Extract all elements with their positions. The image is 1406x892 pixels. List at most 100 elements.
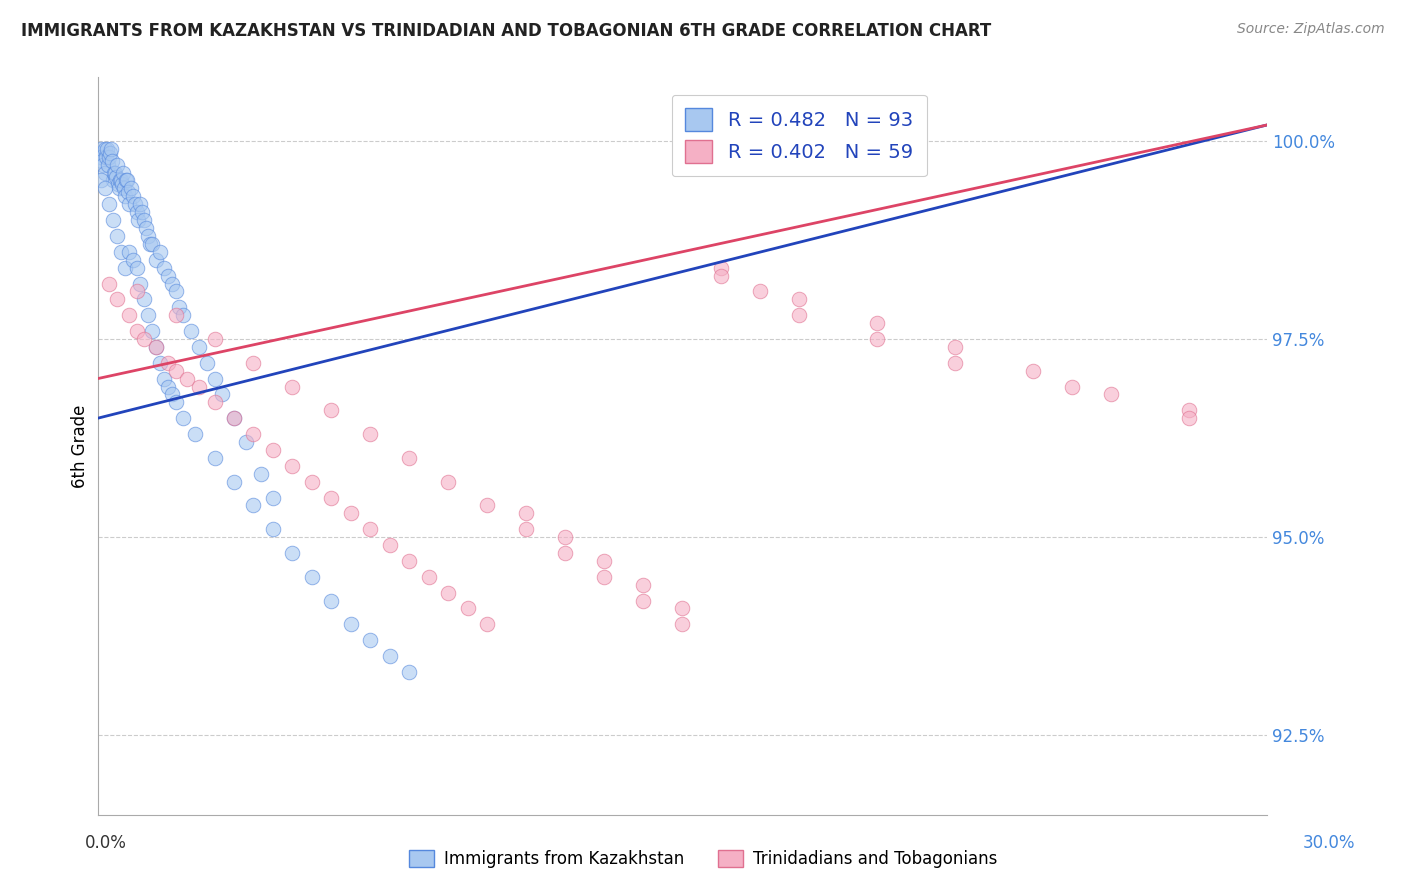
Point bbox=[165, 285, 187, 299]
Point bbox=[184, 427, 207, 442]
Text: 0.0%: 0.0% bbox=[84, 834, 127, 852]
Point bbox=[787, 293, 810, 307]
Point bbox=[477, 499, 499, 513]
Text: IMMIGRANTS FROM KAZAKHSTAN VS TRINIDADIAN AND TOBAGONIAN 6TH GRADE CORRELATION C: IMMIGRANTS FROM KAZAKHSTAN VS TRINIDADIA… bbox=[21, 22, 991, 40]
Point bbox=[101, 173, 124, 187]
Point bbox=[145, 340, 167, 354]
Point bbox=[145, 340, 167, 354]
Point bbox=[120, 181, 142, 195]
Point bbox=[378, 538, 401, 552]
Point bbox=[134, 213, 156, 227]
Point bbox=[105, 229, 128, 244]
Point bbox=[262, 522, 284, 536]
Point bbox=[153, 260, 176, 275]
Point bbox=[165, 395, 187, 409]
Point bbox=[593, 554, 616, 568]
Point bbox=[359, 633, 381, 648]
Point bbox=[301, 570, 323, 584]
Point bbox=[195, 356, 218, 370]
Point bbox=[250, 467, 273, 481]
Point bbox=[114, 173, 136, 187]
Point bbox=[145, 252, 167, 267]
Point bbox=[94, 150, 117, 164]
Point bbox=[103, 165, 125, 179]
Point bbox=[90, 142, 112, 156]
Point bbox=[125, 285, 148, 299]
Point bbox=[118, 308, 141, 322]
Point bbox=[866, 332, 889, 346]
Point bbox=[172, 308, 194, 322]
Point bbox=[117, 186, 139, 200]
Point bbox=[115, 173, 138, 187]
Point bbox=[1178, 403, 1201, 417]
Point bbox=[554, 546, 576, 560]
Text: 30.0%: 30.0% bbox=[1302, 834, 1355, 852]
Point bbox=[515, 507, 537, 521]
Point bbox=[359, 427, 381, 442]
Point bbox=[943, 340, 966, 354]
Point bbox=[787, 308, 810, 322]
Point bbox=[359, 522, 381, 536]
Point bbox=[96, 142, 118, 156]
Point bbox=[749, 285, 772, 299]
Point bbox=[135, 221, 157, 235]
Point bbox=[93, 142, 115, 156]
Point bbox=[129, 277, 152, 291]
Point bbox=[94, 165, 117, 179]
Point bbox=[418, 570, 440, 584]
Point bbox=[242, 356, 264, 370]
Point bbox=[141, 236, 163, 251]
Point bbox=[222, 411, 245, 425]
Point bbox=[515, 522, 537, 536]
Point bbox=[108, 173, 131, 187]
Point bbox=[165, 308, 187, 322]
Point bbox=[131, 205, 153, 219]
Legend: Immigrants from Kazakhstan, Trinidadians and Tobagonians: Immigrants from Kazakhstan, Trinidadians… bbox=[402, 843, 1004, 875]
Point bbox=[321, 593, 343, 607]
Point bbox=[125, 205, 148, 219]
Point bbox=[1099, 387, 1122, 401]
Point bbox=[457, 601, 479, 615]
Point bbox=[156, 356, 179, 370]
Point bbox=[128, 213, 150, 227]
Point bbox=[111, 165, 134, 179]
Point bbox=[593, 570, 616, 584]
Text: Source: ZipAtlas.com: Source: ZipAtlas.com bbox=[1237, 22, 1385, 37]
Point bbox=[222, 411, 245, 425]
Point bbox=[105, 293, 128, 307]
Point bbox=[160, 277, 183, 291]
Point bbox=[134, 332, 156, 346]
Point bbox=[169, 301, 191, 315]
Point bbox=[110, 173, 132, 187]
Point bbox=[149, 244, 172, 259]
Point bbox=[107, 178, 129, 192]
Point bbox=[671, 601, 693, 615]
Point bbox=[141, 324, 163, 338]
Point bbox=[281, 546, 304, 560]
Point bbox=[110, 244, 132, 259]
Point bbox=[554, 530, 576, 544]
Point bbox=[1178, 411, 1201, 425]
Point bbox=[134, 293, 156, 307]
Point bbox=[139, 236, 162, 251]
Point bbox=[1022, 364, 1045, 378]
Point bbox=[1060, 379, 1083, 393]
Point bbox=[301, 475, 323, 489]
Point bbox=[204, 332, 226, 346]
Point bbox=[101, 153, 124, 168]
Point bbox=[112, 181, 135, 195]
Point bbox=[136, 229, 159, 244]
Point bbox=[176, 371, 198, 385]
Point bbox=[129, 197, 152, 211]
Point bbox=[125, 324, 148, 338]
Point bbox=[204, 371, 226, 385]
Point bbox=[398, 554, 420, 568]
Point bbox=[98, 277, 121, 291]
Point bbox=[98, 145, 121, 160]
Point bbox=[204, 450, 226, 465]
Point bbox=[437, 585, 460, 599]
Point bbox=[477, 617, 499, 632]
Point bbox=[165, 364, 187, 378]
Point bbox=[398, 665, 420, 679]
Point bbox=[633, 593, 655, 607]
